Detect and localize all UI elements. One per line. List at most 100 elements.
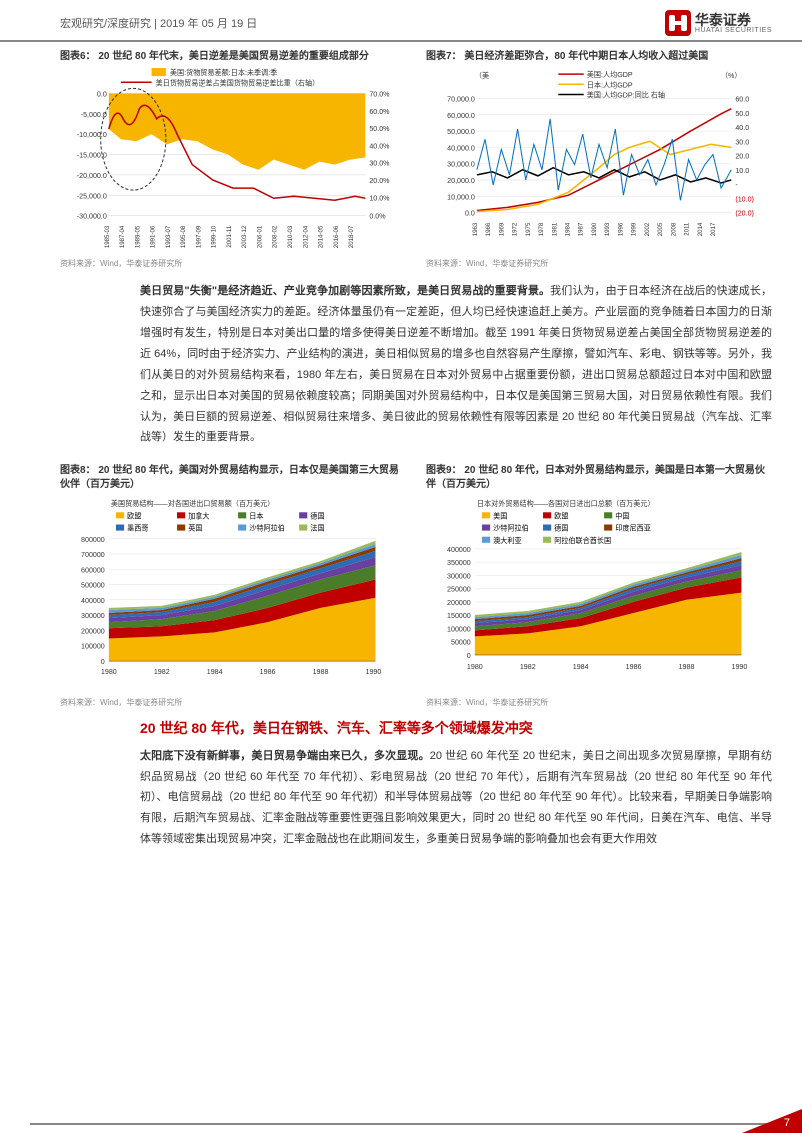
svg-text:400000: 400000 (81, 597, 105, 605)
svg-text:0.0: 0.0 (97, 90, 107, 98)
svg-text:20.0%: 20.0% (369, 177, 390, 185)
svg-text:60,000.0: 60,000.0 (447, 112, 475, 120)
chart-8-svg: 美国贸易结构——对各国进出口贸易额（百万美元） 欧盟 加拿大 日本 德国 墨西哥… (60, 496, 406, 689)
svg-text:1986: 1986 (260, 668, 276, 676)
svg-text:1987: 1987 (578, 222, 585, 236)
svg-text:1993: 1993 (604, 222, 611, 236)
chart-7-title: 图表7： 美日经济差距弥合，80 年代中期日本人均收入超过美国 (426, 50, 772, 64)
svg-text:-30,000.0: -30,000.0 (77, 213, 107, 221)
svg-text:美国:人均GDP: 美国:人均GDP (587, 70, 633, 79)
svg-text:30,000.0: 30,000.0 (447, 161, 475, 169)
svg-text:欧盟: 欧盟 (127, 512, 141, 521)
paragraph-2-lead: 太阳底下没有新鲜事，美日贸易争端由来已久，多次显现。 (140, 750, 430, 762)
svg-text:2010-03: 2010-03 (287, 225, 294, 248)
svg-text:-25,000.0: -25,000.0 (77, 192, 107, 200)
paragraph-1: 美日贸易"失衡"是经济趋近、产业竞争加剧等因素所致，是美日贸易战的重要背景。我们… (140, 281, 772, 448)
svg-text:沙特阿拉伯: 沙特阿拉伯 (249, 524, 285, 533)
chart-9-svg: 日本对外贸易结构——各国对日进出口总额（百万美元） 美国 欧盟 中国 沙特阿拉伯… (426, 496, 772, 689)
svg-text:英国: 英国 (188, 524, 202, 533)
svg-text:1987-04: 1987-04 (119, 225, 126, 248)
svg-text:10.0: 10.0 (735, 167, 749, 175)
svg-text:1981: 1981 (551, 222, 558, 236)
svg-text:250000: 250000 (447, 586, 471, 594)
page-header: 宏观研究/深度研究 | 2019 年 05 月 19 日 华泰证券 HUATAI… (0, 0, 802, 42)
svg-text:1966: 1966 (485, 222, 492, 236)
svg-text:800000: 800000 (81, 536, 105, 544)
chart-9-title: 图表9： 20 世纪 80 年代，日本对外贸易结构显示，美国是日本第一大贸易伙伴… (426, 464, 772, 492)
svg-text:1999: 1999 (631, 222, 638, 236)
svg-text:350000: 350000 (447, 559, 471, 567)
svg-text:2005: 2005 (657, 222, 664, 236)
svg-text:印度尼西亚: 印度尼西亚 (615, 524, 651, 533)
svg-text:30.0%: 30.0% (369, 160, 390, 168)
svg-text:0: 0 (101, 658, 105, 666)
svg-text:10,000.0: 10,000.0 (447, 193, 475, 201)
svg-text:500000: 500000 (81, 582, 105, 590)
svg-text:美国贸易结构——对各国进出口贸易额（百万美元）: 美国贸易结构——对各国进出口贸易额（百万美元） (111, 499, 275, 508)
svg-text:阿拉伯联合酋长国: 阿拉伯联合酋长国 (554, 536, 611, 545)
svg-text:50.0: 50.0 (735, 110, 749, 118)
svg-text:40.0: 40.0 (735, 124, 749, 132)
svg-text:1984: 1984 (573, 663, 589, 671)
svg-text:700000: 700000 (81, 551, 105, 559)
svg-text:德国: 德国 (554, 524, 568, 533)
svg-text:40,000.0: 40,000.0 (447, 144, 475, 152)
svg-text:600000: 600000 (81, 567, 105, 575)
svg-text:1986: 1986 (626, 663, 642, 671)
svg-text:1993-07: 1993-07 (165, 225, 172, 248)
svg-text:300000: 300000 (81, 612, 105, 620)
svg-text:400000: 400000 (447, 546, 471, 554)
svg-text:美国:人均GDP:同比 右轴: 美国:人均GDP:同比 右轴 (587, 91, 665, 100)
svg-text:20.0: 20.0 (735, 153, 749, 161)
paragraph-2: 太阳底下没有新鲜事，美日贸易争端由来已久，多次显现。20 世纪 60 年代至 2… (140, 746, 772, 850)
paragraph-2-body: 20 世纪 60 年代至 20 世纪末，美日之间出现多次贸易摩擦，早期有纺织品贸… (140, 750, 772, 846)
svg-text:40.0%: 40.0% (369, 142, 390, 150)
svg-text:1984: 1984 (564, 222, 571, 236)
svg-text:美国: 美国 (493, 512, 507, 521)
page-footer: 7 (0, 1105, 802, 1133)
svg-text:澳大利亚: 澳大利亚 (493, 536, 521, 545)
svg-text:（美: （美 (475, 71, 489, 80)
svg-text:1982: 1982 (154, 668, 170, 676)
svg-text:欧盟: 欧盟 (554, 512, 568, 521)
svg-text:-5,000.0: -5,000.0 (81, 111, 107, 119)
svg-text:2017: 2017 (710, 222, 717, 236)
footer-rule (30, 1123, 772, 1125)
svg-text:0: 0 (467, 652, 471, 660)
svg-text:2018-07: 2018-07 (348, 225, 355, 248)
svg-text:50,000.0: 50,000.0 (447, 128, 475, 136)
svg-text:2001-11: 2001-11 (226, 225, 233, 248)
chart-8-source: 资料来源：Wind，华泰证券研究所 (60, 697, 406, 708)
svg-text:1996: 1996 (617, 222, 624, 236)
svg-text:2008: 2008 (670, 222, 677, 236)
svg-text:德国: 德国 (310, 512, 324, 521)
svg-text:2012-04: 2012-04 (302, 225, 309, 248)
svg-text:2014: 2014 (697, 222, 704, 236)
svg-text:0.0%: 0.0% (369, 213, 386, 221)
chart-7-svg: （美 （%） 美国:人均GDP 日本:人均GDP 美国:人均GDP:同比 右轴 (426, 68, 772, 251)
svg-text:日本对外贸易结构——各国对日进出口总额（百万美元）: 日本对外贸易结构——各国对日进出口总额（百万美元） (477, 499, 655, 508)
svg-text:2008-02: 2008-02 (272, 225, 279, 248)
svg-text:1984: 1984 (207, 668, 223, 676)
svg-text:(10.0): (10.0) (735, 195, 754, 203)
svg-text:10.0%: 10.0% (369, 194, 390, 202)
chart-6-svg: 美国:货物贸易差额:日本:未季调:季 美日货物贸易逆差占美国货物贸易逆差比重（右… (60, 68, 406, 251)
svg-text:-10,000.0: -10,000.0 (77, 131, 107, 139)
svg-text:1978: 1978 (538, 222, 545, 236)
svg-text:美国:货物贸易差额:日本:未季调:季: 美国:货物贸易差额:日本:未季调:季 (170, 68, 277, 77)
svg-text:200000: 200000 (447, 599, 471, 607)
svg-text:100000: 100000 (447, 626, 471, 634)
chart-9: 图表9： 20 世纪 80 年代，日本对外贸易结构显示，美国是日本第一大贸易伙伴… (426, 464, 772, 707)
svg-text:1990: 1990 (366, 668, 382, 676)
svg-text:(20.0): (20.0) (735, 210, 754, 218)
chart-7-source: 资料来源：Wind，华泰证券研究所 (426, 258, 772, 269)
svg-text:日本: 日本 (249, 512, 263, 521)
svg-text:1997-09: 1997-09 (195, 225, 202, 248)
svg-text:200000: 200000 (81, 628, 105, 636)
page-number: 7 (784, 1117, 790, 1129)
chart-6-title: 图表6： 20 世纪 80 年代末，美日逆差是美国贸易逆差的重要组成部分 (60, 50, 406, 64)
svg-text:1982: 1982 (520, 663, 536, 671)
svg-text:1980: 1980 (101, 668, 117, 676)
brand-name-en: HUATAI SECURITIES (695, 27, 772, 34)
svg-text:中国: 中国 (615, 512, 629, 521)
